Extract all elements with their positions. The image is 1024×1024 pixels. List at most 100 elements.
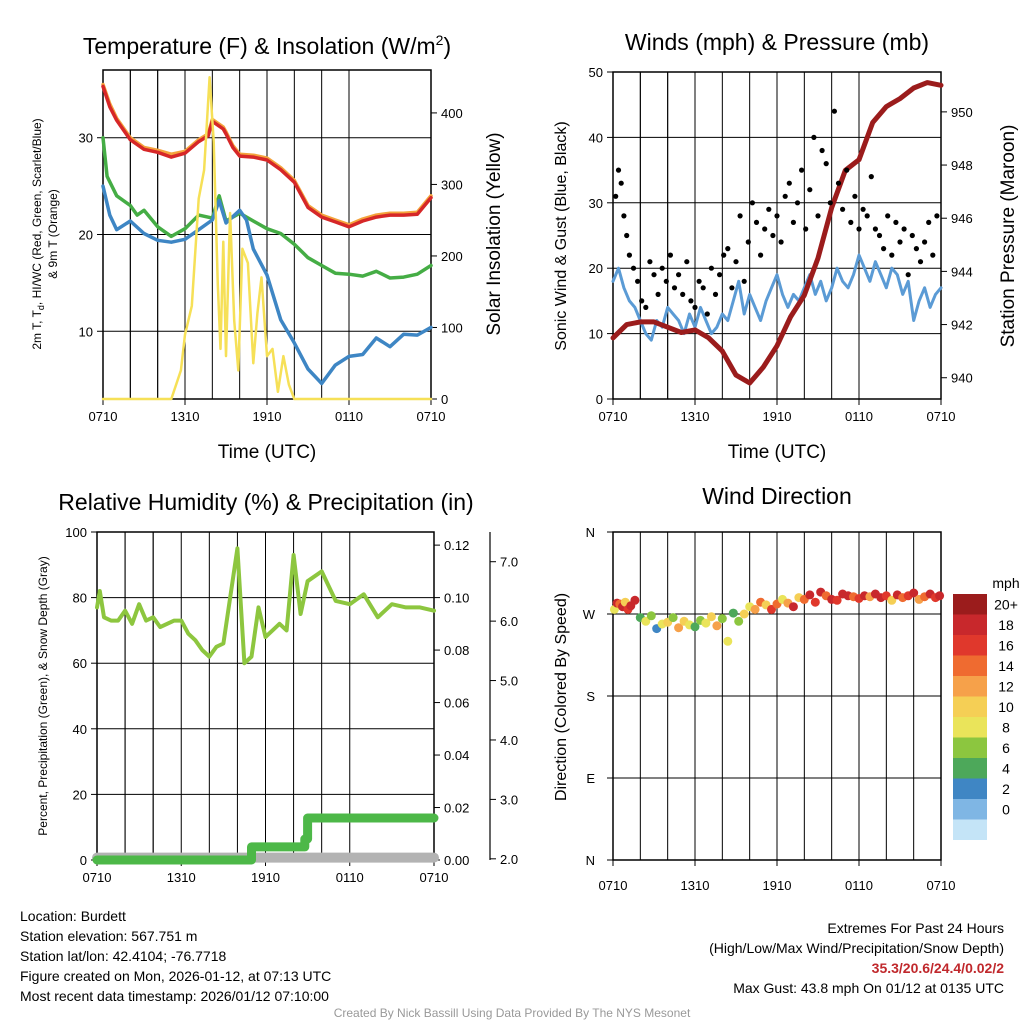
series-line [101, 84, 433, 229]
gust-point [753, 219, 760, 225]
x-tick-label: 0110 [845, 409, 873, 424]
direction-point [887, 595, 897, 605]
gust-point [844, 167, 850, 173]
y-tick-label: 10 [589, 327, 603, 342]
gust-point [624, 232, 630, 239]
gust-point [856, 226, 862, 232]
gust-point [733, 259, 739, 265]
extremes-title: Extremes For Past 24 Hours [827, 920, 1004, 936]
y-tick-label: 20 [589, 261, 603, 276]
gust-point [655, 291, 661, 297]
legend-swatch [953, 799, 987, 820]
x-tick-label: 0710 [83, 870, 112, 885]
legend-label: 20+ [994, 597, 1018, 613]
x-tick-label: 0710 [599, 878, 628, 893]
legend-label: 8 [1002, 720, 1010, 736]
y-tick-label: 10 [79, 324, 93, 339]
y3-tick-label: 6.0 [500, 614, 518, 629]
x-tick-label: 0710 [927, 409, 956, 424]
gust-point [659, 265, 665, 271]
gust-point [897, 239, 903, 245]
y2-axis-label: Solar Insolation (Yellow) [484, 132, 505, 335]
legend-swatch [953, 655, 987, 676]
legend-label: 14 [998, 658, 1014, 674]
gust-point [729, 285, 735, 291]
gust-point [704, 311, 710, 317]
station-info: Location: Burdett Station elevation: 567… [20, 906, 331, 1006]
direction-point [767, 604, 776, 614]
gust-point [864, 213, 870, 219]
y-tick-label: 30 [589, 196, 603, 211]
gust-point [630, 265, 637, 271]
y-tick-label: 60 [73, 656, 87, 671]
gust-point [893, 219, 899, 225]
direction-point [706, 612, 716, 622]
legend-swatch [953, 614, 987, 635]
credit-line: Created By Nick Bassill Using Data Provi… [333, 1006, 691, 1020]
gust-point [684, 259, 690, 265]
x-tick-label: 1310 [681, 409, 710, 424]
y-axis-label: Percent, Precipitation (Green), & Snow D… [36, 556, 50, 835]
gust-point [626, 252, 633, 258]
gust-point [786, 180, 792, 186]
gust-point [778, 239, 784, 245]
y2-tick-label: 400 [441, 106, 463, 121]
gust-point [615, 167, 622, 173]
gust-point [860, 206, 866, 212]
x-tick-label: 0110 [845, 878, 873, 893]
chart-title: Relative Humidity (%) & Precipitation (i… [58, 489, 473, 515]
gust-point [643, 304, 649, 310]
y2-tick-label: 0.10 [444, 591, 469, 606]
legend-swatch [953, 717, 987, 738]
x-axis-label: Time (UTC) [728, 442, 827, 463]
y2-tick-label: 940 [951, 371, 973, 386]
y2-tick-label: 0.12 [444, 538, 469, 553]
gust-point [913, 246, 920, 252]
x-tick-label: 0710 [89, 409, 118, 424]
x-tick-label: 0710 [599, 409, 628, 424]
chart-title: Winds (mph) & Pressure (mb) [625, 29, 929, 55]
gust-point [758, 252, 764, 258]
legend-swatch [953, 696, 987, 717]
x-tick-label: 0710 [420, 870, 449, 885]
gust-point [749, 200, 756, 206]
x-tick-label: 0110 [335, 409, 363, 424]
x-tick-label: 1910 [253, 409, 282, 424]
gust-point [770, 232, 776, 239]
legend-label: 12 [998, 679, 1014, 695]
direction-point [717, 614, 727, 624]
y-tick-label: 100 [65, 525, 87, 540]
extremes-subtitle: (High/Low/Max Wind/Precipitation/Snow De… [709, 940, 1004, 956]
y-tick-label: 40 [73, 722, 87, 737]
gust-point [762, 226, 768, 232]
gust-point [700, 285, 706, 291]
chart-title: Temperature (F) & Insolation (W/m2) [83, 32, 451, 59]
gust-point [799, 167, 805, 173]
gust-point [881, 246, 887, 252]
gust-point [745, 239, 751, 245]
y2-tick-label: 942 [951, 318, 973, 333]
direction-point [668, 613, 678, 623]
gust-point [827, 200, 833, 206]
gust-point [934, 213, 940, 219]
gust-point [647, 259, 653, 265]
y-tick-label: W [583, 607, 596, 622]
y3-tick-label: 3.0 [500, 792, 518, 807]
gust-point [692, 304, 698, 310]
y3-tick-label: 4.0 [500, 733, 518, 748]
legend-label: 4 [1002, 761, 1010, 777]
gust-point [613, 193, 619, 199]
direction-point [674, 623, 684, 633]
y2-tick-label: 0.08 [444, 643, 469, 658]
gust-point [872, 226, 879, 232]
direction-point [712, 621, 722, 631]
x-tick-label: 0710 [927, 878, 956, 893]
wind-speed-legend: mph 20+ 18 16 14 12 10 8 6 4 2 0 [953, 575, 1020, 840]
extremes-values: 35.3/20.6/24.4/0.02/2 [871, 960, 1004, 976]
legend-swatch [953, 594, 987, 615]
series-line [101, 75, 433, 401]
direction-point [690, 622, 700, 632]
recent-timestamp: Most recent data timestamp: 2026/01/12 0… [20, 988, 329, 1004]
y2-tick-label: 100 [441, 320, 463, 335]
gust-point [667, 252, 674, 258]
